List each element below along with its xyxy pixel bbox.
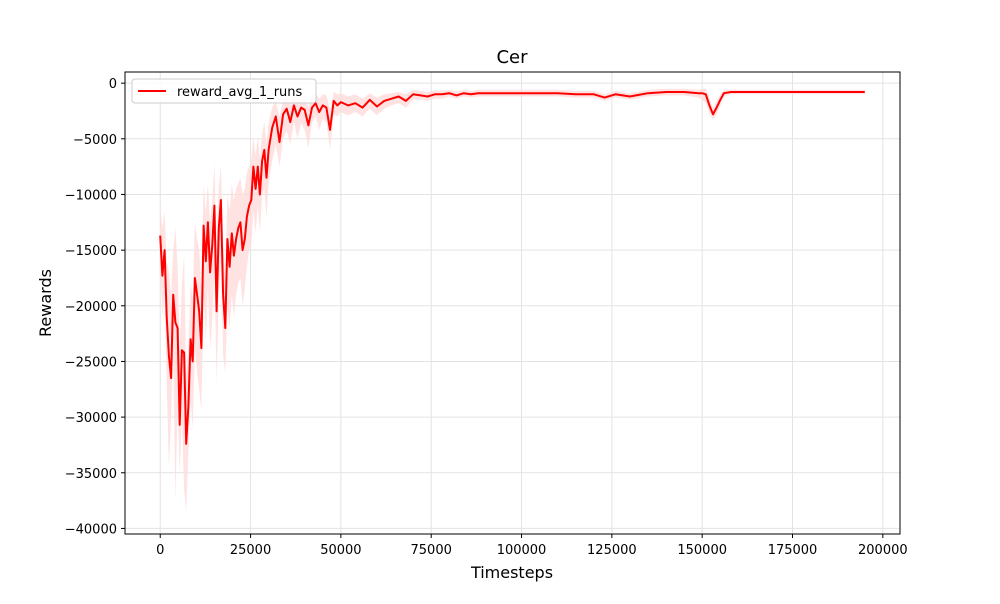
x-tick-label: 125000 xyxy=(587,543,637,558)
x-tick-label: 75000 xyxy=(411,543,452,558)
y-tick-label: −35000 xyxy=(65,467,117,482)
y-tick-label: −20000 xyxy=(65,300,117,315)
legend-label: reward_avg_1_runs xyxy=(177,85,303,100)
y-tick-label: −15000 xyxy=(65,244,117,259)
x-tick-label: 100000 xyxy=(497,543,547,558)
chart-title: Cer xyxy=(496,47,528,68)
y-tick-label: 0 xyxy=(109,77,117,92)
y-tick-label: −25000 xyxy=(65,355,117,370)
x-tick-label: 150000 xyxy=(677,543,727,558)
line-layer xyxy=(159,91,865,445)
x-tick-label: 175000 xyxy=(768,543,818,558)
y-tick-label: −5000 xyxy=(73,133,117,148)
legend-box xyxy=(131,78,317,104)
y-tick-label: −10000 xyxy=(65,188,117,203)
y-axis-label: Rewards xyxy=(36,269,55,337)
x-tick-label: 200000 xyxy=(858,543,908,558)
y-tick-label: −30000 xyxy=(65,411,117,426)
x-tick-label: 50000 xyxy=(320,543,361,558)
plot-frame xyxy=(124,71,901,535)
legend: reward_avg_1_runs xyxy=(131,78,317,104)
y-axis-ticks: 0 −5000 −10000 −15000 −20000 −25000 −30000 −350… xyxy=(65,77,125,537)
x-tick-label: 0 xyxy=(156,543,164,558)
x-tick-label: 25000 xyxy=(230,543,271,558)
x-axis-ticks: 0 25000 50000 75000 100000 125000 150000 175000… xyxy=(156,534,908,558)
series-line xyxy=(159,91,865,445)
y-tick-label: −40000 xyxy=(65,522,117,537)
x-axis-label: Timesteps xyxy=(470,563,553,582)
grid xyxy=(125,72,900,534)
